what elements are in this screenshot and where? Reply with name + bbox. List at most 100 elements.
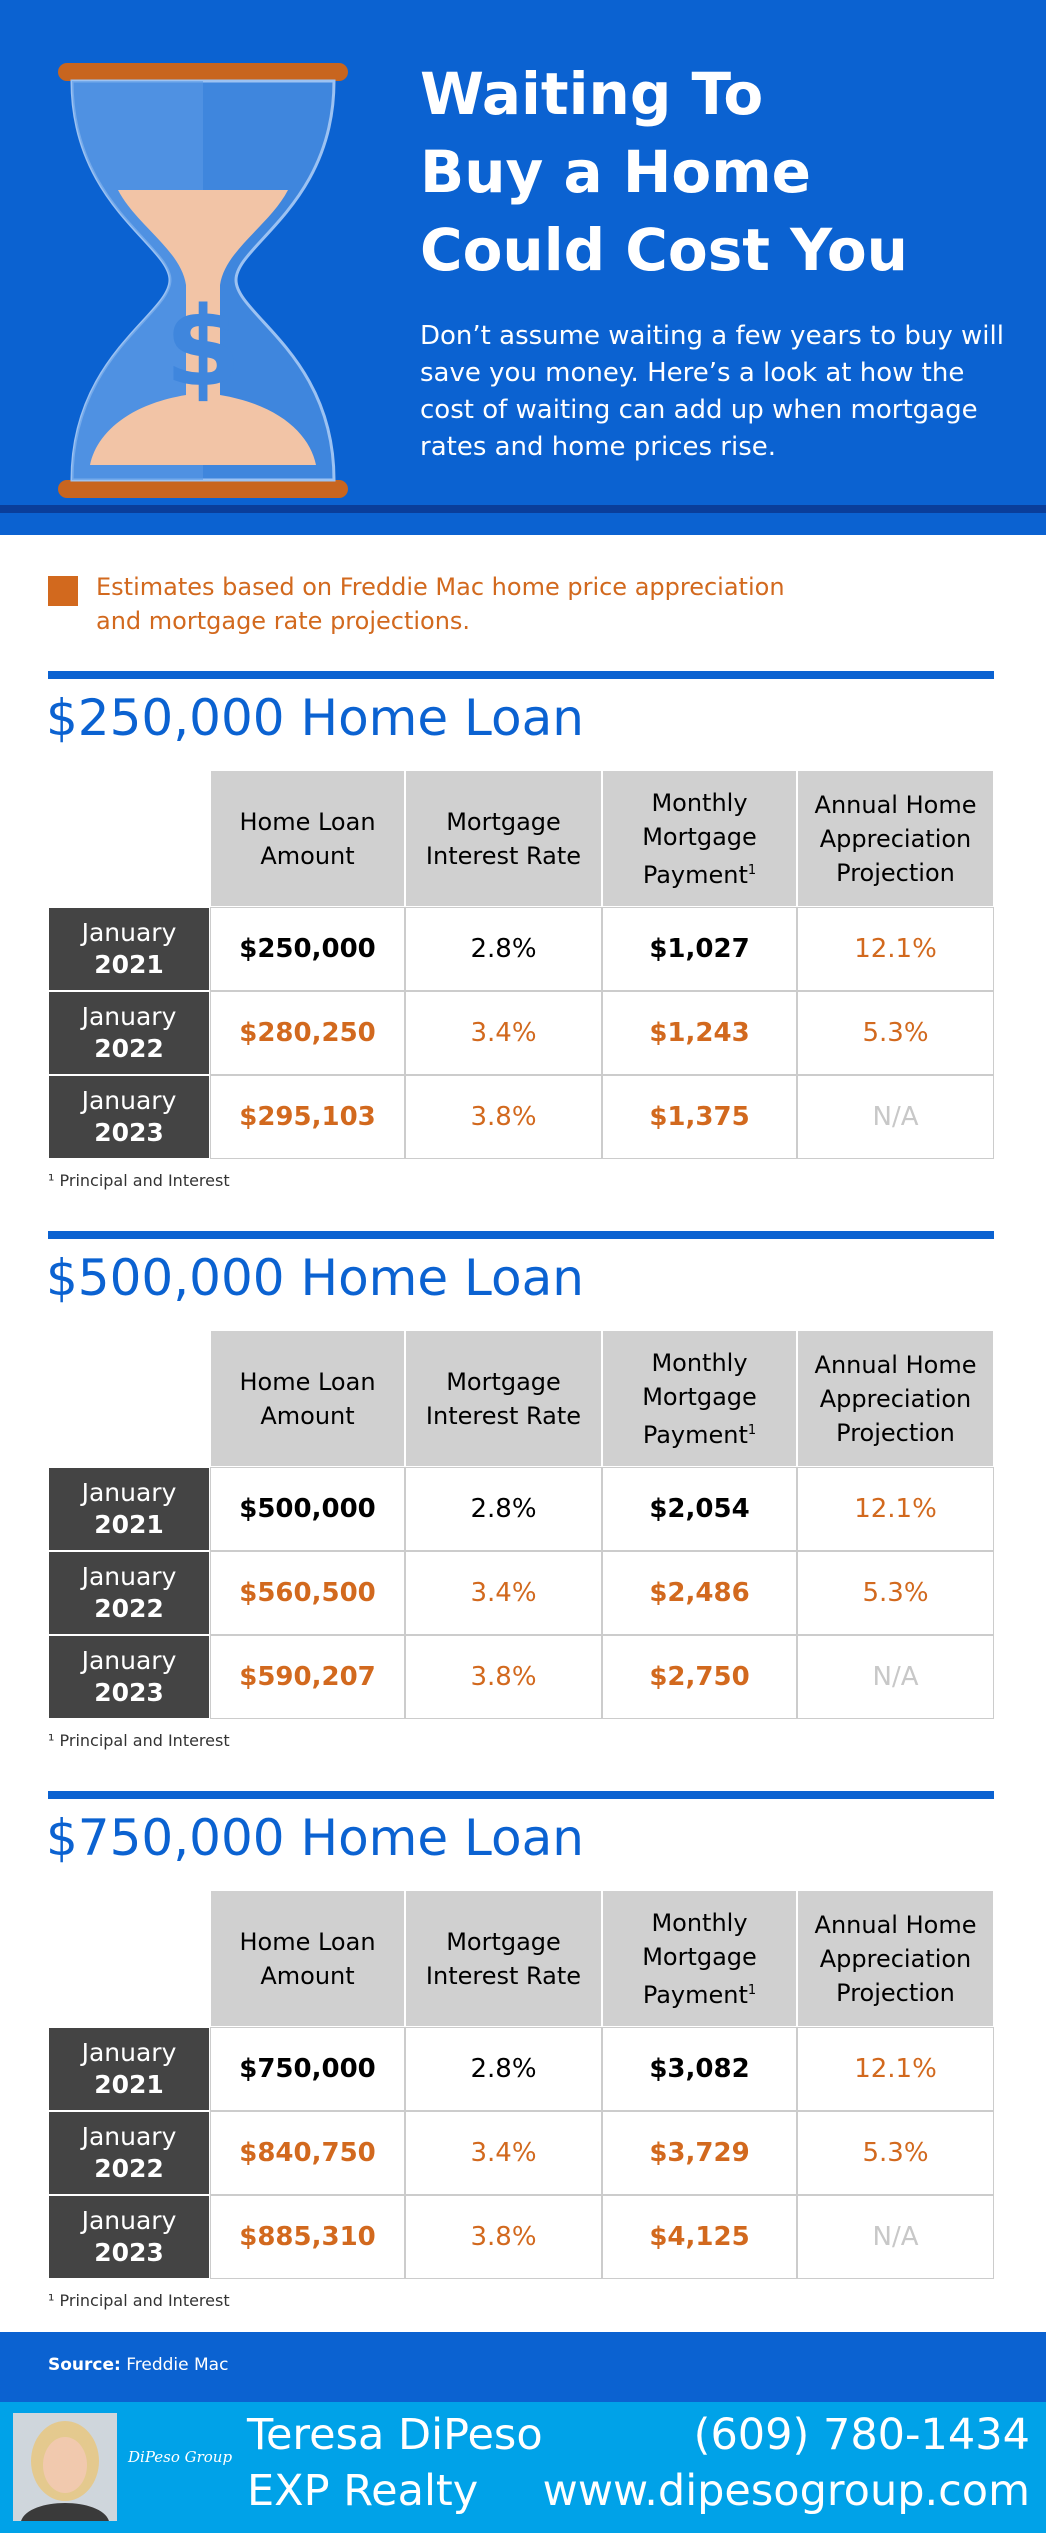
- row-label-line: 2021: [94, 2070, 164, 2099]
- row-label-line: January: [81, 2038, 177, 2067]
- table-cell: 5.3%: [797, 1551, 994, 1635]
- column-header: Home Loan Amount: [210, 1330, 405, 1467]
- hourglass: $: [58, 63, 348, 498]
- footnote-mark: 1: [747, 1982, 757, 1998]
- website: www.dipesogroup.com: [542, 2466, 1030, 2516]
- table-cell: $295,103: [210, 1075, 405, 1159]
- column-header: Home Loan Amount: [210, 1890, 405, 2027]
- table-cell: $500,000: [210, 1467, 405, 1551]
- row-label-line: 2023: [94, 1118, 164, 1147]
- contact-band: [0, 2402, 1046, 2533]
- section-title: $500,000 Home Loan: [46, 1249, 584, 1307]
- row-label-line: 2022: [94, 1594, 164, 1623]
- note-marker: [48, 576, 78, 606]
- section-rule: [48, 1231, 994, 1239]
- note: Estimates based on Freddie Mac home pric…: [96, 573, 785, 635]
- row-label-line: 2021: [94, 1510, 164, 1539]
- row-label: January 2021: [48, 907, 210, 991]
- table-cell: 3.8%: [405, 1075, 602, 1159]
- row-label-line: 2022: [94, 2154, 164, 2183]
- row-label-line: January: [81, 1478, 177, 1507]
- table-cell: 3.4%: [405, 991, 602, 1075]
- table-cell: $4,125: [602, 2195, 797, 2279]
- table-cell: $1,375: [602, 1075, 797, 1159]
- table-cell: N/A: [797, 1075, 994, 1159]
- row-label-line: January: [81, 1086, 177, 1115]
- row-label-line: January: [81, 1002, 177, 1031]
- column-label: Monthly Mortgage Payment1: [642, 1908, 757, 2009]
- description: Don’t assume waiting a few years to buy …: [420, 321, 1004, 462]
- footnote-mark: 1: [747, 862, 757, 878]
- table-cell: $280,250: [210, 991, 405, 1075]
- table-cell: 5.3%: [797, 991, 994, 1075]
- row-label-line: 2023: [94, 2238, 164, 2267]
- table-cell: $1,243: [602, 991, 797, 1075]
- table-cell: 2.8%: [405, 2027, 602, 2111]
- column-header: Home Loan Amount: [210, 770, 405, 907]
- column-header: Annual Home Appreciation Projection: [797, 1330, 994, 1467]
- row-label-line: January: [81, 2206, 177, 2235]
- source: Source: Freddie Mac: [48, 2355, 228, 2375]
- table-cell: $1,027: [602, 907, 797, 991]
- row-label-line: 2022: [94, 1034, 164, 1063]
- column-header: Mortgage Interest Rate: [405, 770, 602, 907]
- title-line: Buy a Home: [420, 138, 811, 206]
- row-label-line: January: [81, 918, 177, 947]
- section-rule: [48, 671, 994, 679]
- table-cell: $3,729: [602, 2111, 797, 2195]
- source-label: Source:: [48, 2355, 121, 2375]
- section-rule: [48, 1791, 994, 1799]
- table-cell: 5.3%: [797, 2111, 994, 2195]
- table-cell: 3.4%: [405, 1551, 602, 1635]
- column-label: Monthly Mortgage Payment1: [642, 788, 757, 889]
- table-cell: 12.1%: [797, 1467, 994, 1551]
- row-label: January 2022: [48, 1551, 210, 1635]
- column-label: Monthly Mortgage Payment1: [642, 1348, 757, 1449]
- table-cell: $840,750: [210, 2111, 405, 2195]
- row-label: January 2021: [48, 2027, 210, 2111]
- table-cell: 2.8%: [405, 1467, 602, 1551]
- column-header: Mortgage Interest Rate: [405, 1330, 602, 1467]
- table-cell: $2,486: [602, 1551, 797, 1635]
- section-title: $750,000 Home Loan: [46, 1809, 584, 1867]
- table-cell: $560,500: [210, 1551, 405, 1635]
- row-label: January 2022: [48, 991, 210, 1075]
- row-label: January 2021: [48, 1467, 210, 1551]
- table-cell: 3.8%: [405, 2195, 602, 2279]
- company: EXP Realty: [247, 2466, 479, 2516]
- logo: DiPeso Group: [128, 2448, 233, 2466]
- table-cell: $590,207: [210, 1635, 405, 1719]
- table-cell: $2,054: [602, 1467, 797, 1551]
- phone: (609) 780-1434: [693, 2410, 1030, 2460]
- title-line: Waiting To: [420, 60, 764, 128]
- row-label-line: January: [81, 2122, 177, 2151]
- footnote-mark: 1: [747, 1422, 757, 1438]
- table-cell: 12.1%: [797, 907, 994, 991]
- row-label-line: January: [81, 1646, 177, 1675]
- row-label-line: 2021: [94, 950, 164, 979]
- table-cell: $750,000: [210, 2027, 405, 2111]
- footnote: ¹ Principal and Interest: [48, 1171, 230, 1190]
- row-label: January 2023: [48, 1075, 210, 1159]
- row-label-line: January: [81, 1562, 177, 1591]
- column-header: Monthly Mortgage Payment1: [602, 1330, 797, 1467]
- svg-text:$: $: [165, 283, 242, 411]
- table-cell: 3.8%: [405, 1635, 602, 1719]
- table-cell: N/A: [797, 2195, 994, 2279]
- footnote: ¹ Principal and Interest: [48, 2291, 230, 2310]
- source-name: Freddie Mac: [126, 2355, 229, 2375]
- title-line: Could Cost You: [420, 216, 908, 284]
- table-cell: $250,000: [210, 907, 405, 991]
- agent-photo: [13, 2413, 117, 2521]
- table-cell: $2,750: [602, 1635, 797, 1719]
- column-header: Monthly Mortgage Payment1: [602, 1890, 797, 2027]
- column-header: Annual Home Appreciation Projection: [797, 1890, 994, 2027]
- section-title: $250,000 Home Loan: [46, 689, 584, 747]
- source-band: [0, 2332, 1046, 2402]
- column-header: Monthly Mortgage Payment1: [602, 770, 797, 907]
- row-label: January 2022: [48, 2111, 210, 2195]
- header-rule: [0, 505, 1046, 513]
- table-cell: 12.1%: [797, 2027, 994, 2111]
- table-cell: $885,310: [210, 2195, 405, 2279]
